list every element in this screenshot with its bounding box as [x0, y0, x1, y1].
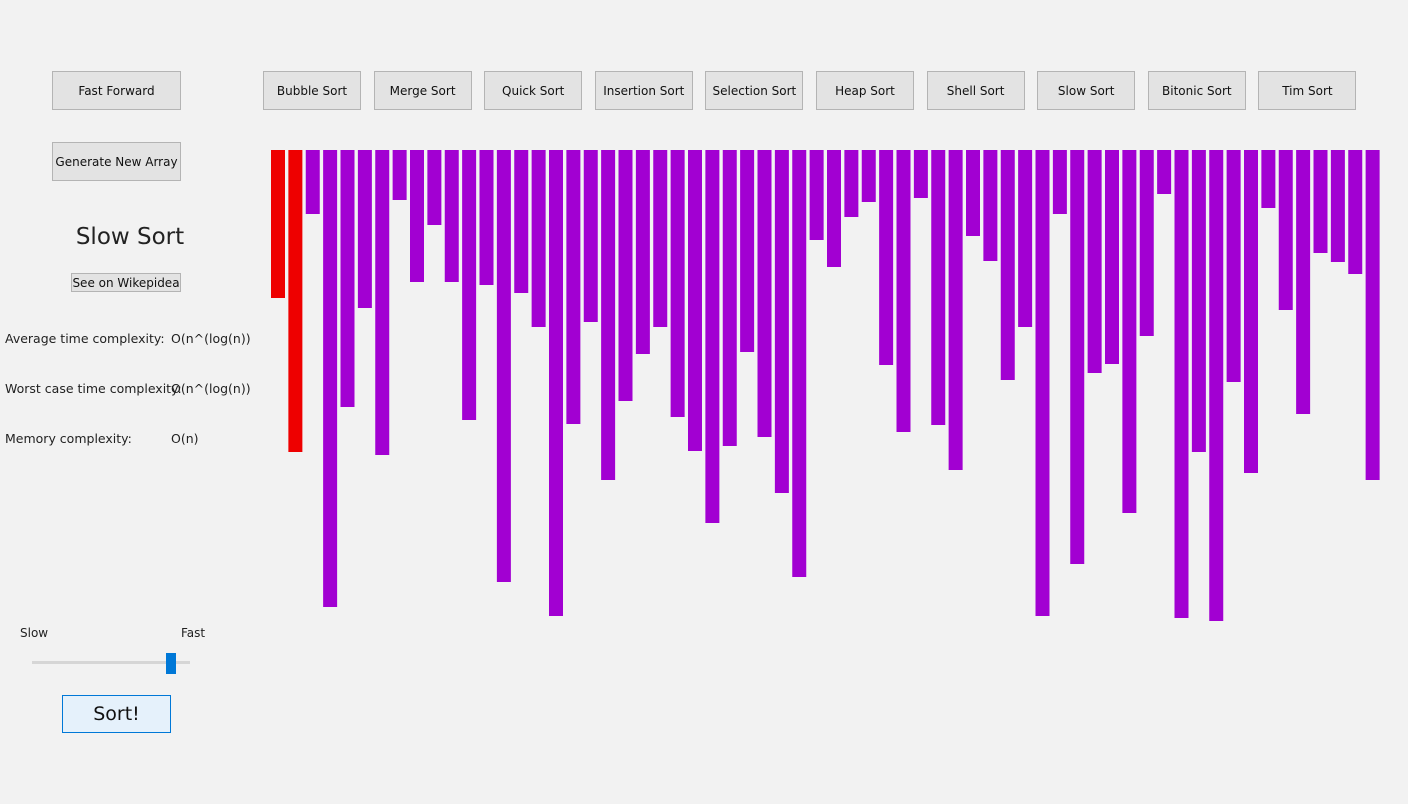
bar: [566, 150, 581, 424]
bar: [670, 150, 685, 417]
bar: [913, 150, 928, 198]
bar: [844, 150, 859, 217]
algorithm-button[interactable]: Insertion Sort: [594, 71, 693, 110]
bar: [479, 150, 494, 285]
bar: [722, 150, 737, 446]
bar: [1261, 150, 1276, 208]
fast-label: Fast: [181, 626, 206, 640]
bar: [1139, 150, 1154, 336]
bar: [549, 150, 563, 616]
bar: [427, 150, 442, 225]
wiki-button[interactable]: See on Wikepidea: [71, 273, 181, 292]
algorithm-button[interactable]: Merge Sort: [373, 71, 472, 110]
bar: [966, 150, 980, 236]
complexity-label: Worst case time complexity:: [5, 381, 182, 396]
bar: [861, 150, 876, 202]
bar: [1296, 150, 1311, 414]
bar: [340, 150, 355, 407]
bar: [1122, 150, 1137, 513]
bar: [879, 150, 894, 365]
bar: [827, 150, 841, 267]
slider-thumb[interactable]: [166, 653, 176, 674]
bar: [271, 150, 285, 298]
bar: [1365, 150, 1380, 480]
bar: [688, 150, 702, 451]
algorithm-button[interactable]: Quick Sort: [484, 71, 583, 110]
fast-forward-button[interactable]: Fast Forward: [52, 71, 181, 110]
bar: [635, 150, 650, 354]
bar: [618, 150, 633, 401]
bar: [705, 150, 720, 523]
bar: [462, 150, 477, 420]
bar: [792, 150, 807, 577]
algorithm-button[interactable]: Heap Sort: [816, 71, 914, 110]
bar: [1191, 150, 1206, 452]
bar: [323, 150, 338, 607]
complexity-label: Average time complexity:: [5, 331, 165, 346]
bar: [1018, 150, 1033, 327]
bar: [1070, 150, 1085, 564]
algorithm-button[interactable]: Shell Sort: [926, 71, 1025, 110]
bar: [948, 150, 963, 470]
sort-button[interactable]: Sort!: [62, 695, 171, 733]
bar: [1087, 150, 1102, 373]
bar: [1105, 150, 1119, 364]
bar: [357, 150, 372, 308]
algorithm-button[interactable]: Bitonic Sort: [1147, 71, 1246, 110]
bar: [1244, 150, 1258, 473]
slow-label: Slow: [20, 626, 49, 640]
slider-track[interactable]: [32, 661, 190, 664]
bar: [392, 150, 407, 200]
bar: [757, 150, 772, 437]
bar: [931, 150, 946, 425]
algorithm-button[interactable]: Slow Sort: [1037, 71, 1136, 110]
bar: [1348, 150, 1363, 274]
bar: [531, 150, 546, 327]
algorithm-button[interactable]: Selection Sort: [705, 71, 804, 110]
bar: [1226, 150, 1241, 382]
bar: [1313, 150, 1328, 253]
bar: [1330, 150, 1345, 262]
bar: [375, 150, 390, 455]
bar: [601, 150, 616, 480]
algorithm-button[interactable]: Tim Sort: [1258, 71, 1357, 110]
bar: [288, 150, 303, 452]
algorithm-button[interactable]: Bubble Sort: [263, 71, 361, 110]
generate-button[interactable]: Generate New Array: [52, 142, 181, 181]
complexity-value: O(n): [171, 431, 199, 446]
bar: [444, 150, 459, 282]
bar: [410, 150, 424, 282]
bar: [514, 150, 529, 293]
bar: [774, 150, 789, 493]
complexity-value: O(n^(log(n)): [171, 381, 251, 396]
bar: [983, 150, 998, 261]
algorithm-title: Slow Sort: [75, 224, 185, 250]
bar: [1278, 150, 1293, 310]
bar: [1035, 150, 1050, 616]
bar: [496, 150, 511, 582]
bar: [653, 150, 668, 327]
bar: [305, 150, 320, 214]
bar: [1209, 150, 1224, 621]
bar: [740, 150, 755, 352]
complexity-label: Memory complexity:: [5, 431, 132, 446]
bar: [1000, 150, 1015, 380]
bar: [1157, 150, 1172, 194]
bar: [583, 150, 598, 322]
bar: [1052, 150, 1067, 214]
bar: [1174, 150, 1189, 618]
complexity-value: O(n^(log(n)): [171, 331, 251, 346]
bar: [809, 150, 824, 240]
bar: [896, 150, 911, 432]
